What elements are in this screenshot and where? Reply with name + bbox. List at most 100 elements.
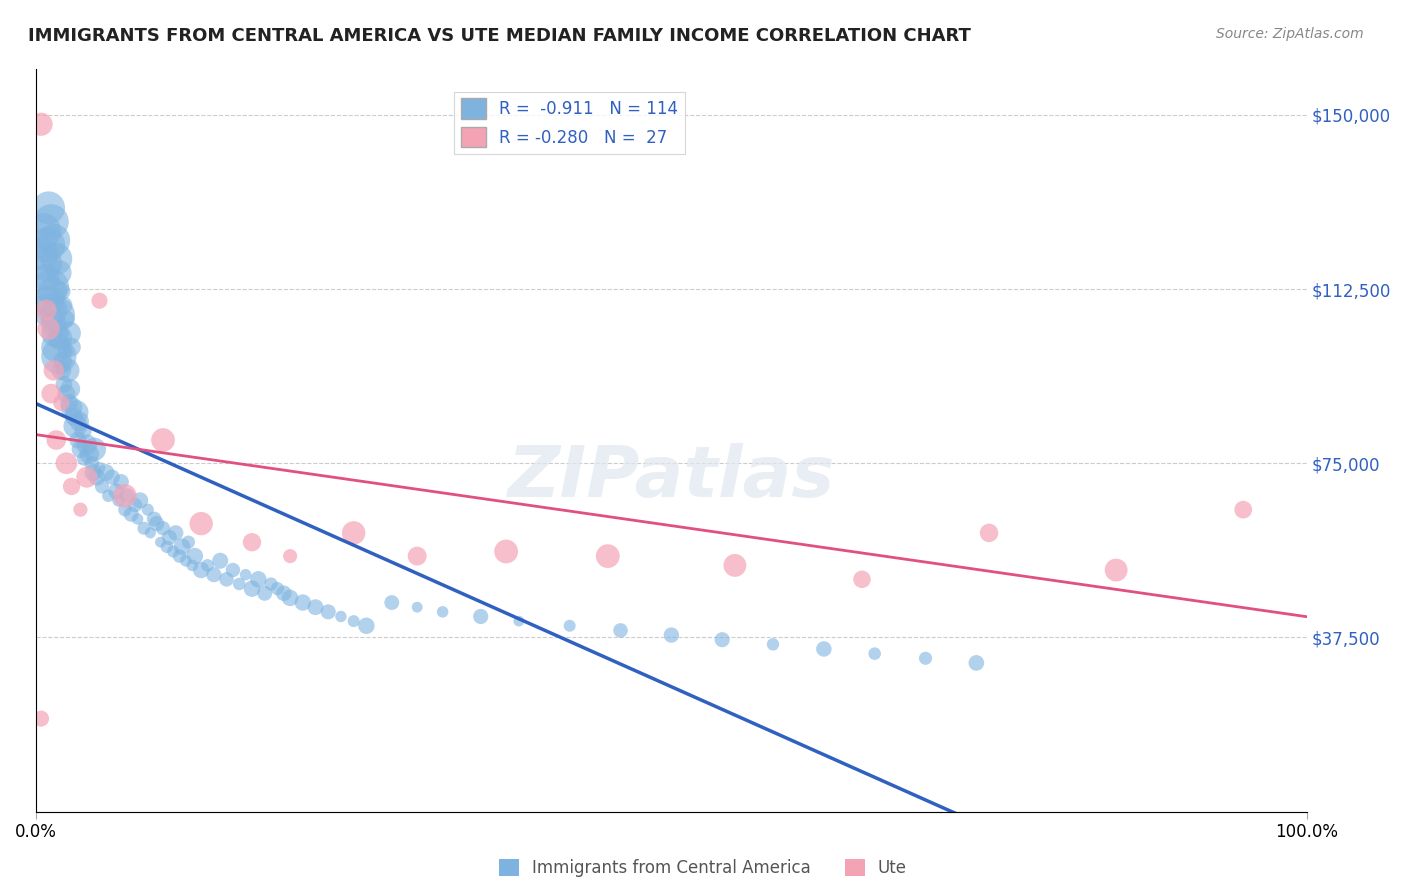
Point — [139, 525, 162, 540]
Point — [42, 233, 65, 247]
Point — [89, 293, 111, 308]
Point — [89, 461, 111, 475]
Point — [114, 502, 136, 516]
Point — [52, 377, 75, 392]
Point — [65, 405, 87, 419]
Point — [58, 326, 80, 341]
Point — [253, 586, 276, 600]
Point — [65, 419, 87, 434]
Point — [316, 605, 339, 619]
Point — [470, 609, 492, 624]
Point — [278, 591, 301, 605]
Point — [291, 596, 314, 610]
Point — [56, 363, 79, 377]
Point — [329, 609, 352, 624]
Point — [60, 340, 83, 354]
Point — [48, 266, 70, 280]
Point — [197, 558, 219, 573]
Point — [863, 647, 886, 661]
Point — [977, 525, 1000, 540]
Point — [127, 512, 149, 526]
Point — [52, 354, 75, 368]
Point — [266, 582, 288, 596]
Point — [51, 285, 73, 299]
Point — [177, 535, 200, 549]
Point — [55, 312, 77, 326]
Point — [152, 521, 174, 535]
Point — [76, 437, 98, 451]
Point — [157, 531, 180, 545]
Point — [73, 451, 96, 466]
Point — [48, 350, 70, 364]
Point — [136, 502, 159, 516]
Point — [51, 363, 73, 377]
Text: Source: ZipAtlas.com: Source: ZipAtlas.com — [1216, 27, 1364, 41]
Point — [222, 563, 245, 577]
Point — [46, 308, 69, 322]
Point — [174, 554, 197, 568]
Point — [35, 270, 58, 285]
Point — [34, 256, 56, 270]
Point — [31, 247, 53, 261]
Point — [596, 549, 619, 563]
Point — [129, 493, 152, 508]
Point — [107, 493, 129, 508]
Point — [42, 363, 65, 377]
Legend: R =  -0.911   N = 114, R = -0.280   N =  27: R = -0.911 N = 114, R = -0.280 N = 27 — [454, 92, 685, 154]
Point — [235, 567, 257, 582]
Point — [273, 586, 295, 600]
Point — [60, 479, 83, 493]
Point — [51, 396, 73, 410]
Point — [83, 442, 105, 457]
Point — [52, 298, 75, 312]
Point — [110, 475, 132, 489]
Point — [609, 624, 631, 638]
Point — [38, 293, 60, 308]
Point — [79, 447, 101, 461]
Point — [149, 535, 172, 549]
Point — [69, 442, 91, 457]
Point — [145, 516, 167, 531]
Point — [914, 651, 936, 665]
Point — [172, 540, 194, 554]
Point — [39, 386, 62, 401]
Point — [209, 554, 232, 568]
Point — [72, 424, 94, 438]
Point — [45, 340, 67, 354]
Point — [30, 712, 52, 726]
Point — [49, 331, 72, 345]
Point — [38, 321, 60, 335]
Point — [558, 619, 581, 633]
Point — [120, 508, 142, 522]
Point — [1105, 563, 1128, 577]
Point — [86, 470, 108, 484]
Point — [356, 619, 378, 633]
Point — [97, 489, 120, 503]
Point — [41, 285, 63, 299]
Point — [69, 502, 91, 516]
Point — [38, 201, 60, 215]
Point — [260, 577, 283, 591]
Point — [132, 521, 155, 535]
Point — [247, 572, 270, 586]
Point — [39, 279, 62, 293]
Point — [495, 544, 517, 558]
Point — [67, 414, 90, 428]
Point — [60, 401, 83, 415]
Point — [55, 456, 77, 470]
Point — [724, 558, 747, 573]
Point — [55, 386, 77, 401]
Point — [45, 433, 67, 447]
Point — [343, 614, 366, 628]
Point — [80, 456, 103, 470]
Point — [659, 628, 682, 642]
Point — [124, 498, 146, 512]
Point — [59, 382, 82, 396]
Point — [82, 466, 104, 480]
Point — [39, 303, 62, 318]
Point — [162, 544, 184, 558]
Point — [156, 540, 179, 554]
Point — [406, 549, 429, 563]
Text: ZIPatlas: ZIPatlas — [508, 442, 835, 512]
Point — [76, 470, 98, 484]
